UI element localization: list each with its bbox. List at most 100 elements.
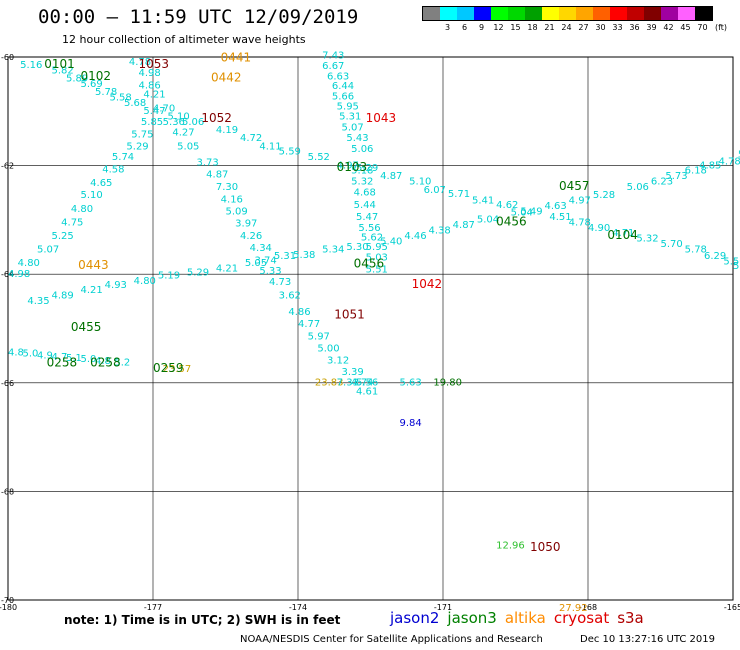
satellite-key: jason2 jason3 altika cryosat s3a xyxy=(390,609,652,627)
wave-height-value: 5.54 xyxy=(733,261,740,272)
wave-height-value: 6.67 xyxy=(322,61,344,72)
wave-height-value: 5.25 xyxy=(52,231,74,242)
wave-height-value: 5.05 xyxy=(177,141,199,152)
wave-height-value: 23.83 xyxy=(315,378,344,389)
wave-height-value: 5.30 xyxy=(346,242,368,253)
wave-height-value: 4.8 xyxy=(8,348,24,359)
pass-time-label: 0456 xyxy=(354,257,385,271)
wave-height-value: 5.16 xyxy=(20,60,42,71)
pass-time-label: 0441 xyxy=(221,50,252,64)
wave-height-value: 7.30 xyxy=(216,182,238,193)
wave-height-value: 5.78 xyxy=(685,244,707,255)
wave-height-value: 5.29 xyxy=(356,163,378,174)
wave-height-value: 5.73 xyxy=(665,171,687,182)
wave-height-value: 4.35 xyxy=(27,296,49,307)
wave-height-value: 4.86 xyxy=(139,80,161,91)
wave-height-value: 4.70 xyxy=(153,103,175,114)
wave-height-value: 5.0 xyxy=(23,349,39,360)
wave-height-value: 5.18 xyxy=(351,166,373,177)
wave-height-value: 4.78 xyxy=(129,57,151,68)
map-frame xyxy=(7,56,734,601)
wave-height-value: 5.03 xyxy=(366,253,388,264)
wave-height-value: 5.06 xyxy=(182,117,204,128)
wave-height-value: 4.19 xyxy=(216,125,238,136)
wave-height-value: 5.75 xyxy=(131,129,153,140)
pass-time-label: 0456 xyxy=(496,214,527,228)
wave-height-value: 4.73 xyxy=(269,277,291,288)
wave-height-value: 4.98 xyxy=(8,269,30,280)
wave-height-value: 5.69 xyxy=(81,79,103,90)
legend-tick-label: 45 xyxy=(680,23,691,32)
wave-height-value: 4.90 xyxy=(588,223,610,234)
legend-tick-label: 18 xyxy=(527,23,538,32)
wave-height-value: 5.85 xyxy=(141,117,163,128)
legend-tick-label: 70 xyxy=(697,23,708,32)
wave-height-value: 5.06 xyxy=(627,182,649,193)
satellite-label: jason3 xyxy=(447,609,497,627)
wave-height-value: 4.62 xyxy=(496,200,518,211)
wave-height-value: 5.70 xyxy=(661,239,683,250)
wave-height-value: 4.16 xyxy=(221,195,243,206)
map-title: 00:00 – 11:59 UTC 12/09/2019 xyxy=(38,6,359,28)
wave-height-value: 4.77 xyxy=(298,319,320,330)
latitude-tick-label: -64 xyxy=(1,270,14,279)
legend-tick-label: 24 xyxy=(561,23,572,32)
wave-height-value: 5.95 xyxy=(337,102,359,113)
legend-labels: 3 6 9 12 15 18 21 24 27 30 33 36 39 42 45 70 (ft) xyxy=(422,21,727,33)
wave-height-value: 5.68 xyxy=(124,98,146,109)
wave-height-value: 5.63 xyxy=(400,378,422,389)
map-subtitle: 12 hour collection of altimeter wave hei… xyxy=(62,33,306,46)
credit-line: NOAA/NESDIS Center for Satellite Applica… xyxy=(240,634,543,645)
wave-height-value: 5.00 xyxy=(317,343,339,354)
pass-time-label: 1053 xyxy=(139,57,170,71)
pass-time-label: 0443 xyxy=(78,258,109,272)
wave-height-value: 4.38 xyxy=(429,225,451,236)
legend-swatch xyxy=(610,7,627,20)
legend-tick-label: 39 xyxy=(646,23,657,32)
wave-height-value: 4.87 xyxy=(206,170,228,181)
wave-height-value: 27.92 xyxy=(559,603,588,614)
wave-height-value: 5.33 xyxy=(259,266,281,277)
legend-swatch xyxy=(423,7,440,20)
wave-height-value: 5.07 xyxy=(342,122,364,133)
longitude-tick-label: -171 xyxy=(434,603,452,612)
legend-swatch xyxy=(661,7,678,20)
wave-height-value: 5.41 xyxy=(472,196,494,207)
legend-tick-label: 30 xyxy=(595,23,606,32)
wave-height-value: 3.62 xyxy=(279,291,301,302)
wave-height-value: 5.28 xyxy=(593,190,615,201)
legend-tick-label: 21 xyxy=(544,23,555,32)
wave-height-value: 6.07 xyxy=(424,185,446,196)
legend-tick-label: 12 xyxy=(493,23,504,32)
wave-height-value: 5.66 xyxy=(332,91,354,102)
wave-height-value: 5.09 xyxy=(226,206,248,217)
legend-tick-label: 3 xyxy=(444,23,451,32)
wave-height-value: 5.56 xyxy=(356,378,378,389)
legend-swatches xyxy=(422,6,713,21)
wave-height-value: 4.9 xyxy=(37,350,53,361)
wave-height-value: 4.34 xyxy=(250,243,272,254)
legend-tick-label: 36 xyxy=(629,23,640,32)
pass-time-label: 1042 xyxy=(412,277,443,291)
legend-tick-label: 42 xyxy=(663,23,674,32)
legend-swatch xyxy=(440,7,457,20)
pass-time-label: 0258 xyxy=(47,356,78,370)
pass-time-label: 0101 xyxy=(44,57,75,71)
wave-height-value: 5.71 xyxy=(448,189,470,200)
generated-timestamp: Dec 10 13:27:16 UTC 2019 xyxy=(580,634,715,645)
wave-height-value: 5.49 xyxy=(520,206,542,217)
wave-height-value: 5.06 xyxy=(351,144,373,155)
wave-height-value: 4.75 xyxy=(61,217,83,228)
longitude-tick-label: -165 xyxy=(724,603,740,612)
wave-height-value: 3.39 xyxy=(342,367,364,378)
legend-swatch xyxy=(542,7,559,20)
wave-height-value: 5.34 xyxy=(322,244,344,255)
wave-height-value: 5.1 xyxy=(66,353,82,364)
legend-tick-label: 33 xyxy=(612,23,623,32)
wave-height-value: 5.38 xyxy=(293,250,315,261)
wave-height-value: 5.89 xyxy=(66,73,88,84)
wave-height-value: 5.02 xyxy=(738,149,740,160)
wave-height-value: 4.98 xyxy=(139,68,161,79)
wave-height-value: 4.51 xyxy=(549,212,571,223)
wave-height-value: 4.86 xyxy=(288,307,310,318)
